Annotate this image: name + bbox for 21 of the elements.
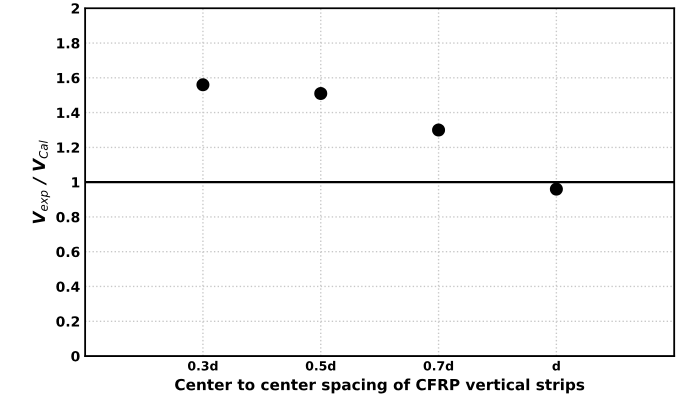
y-tick-label: 1.4 (57, 108, 80, 118)
y-tick-label: 0.8 (56, 212, 80, 222)
y-axis-title: V$_{exp}$ / V$_{Cal}$ (32, 140, 50, 224)
y-tick-label: 1.2 (57, 142, 80, 153)
x-tick-label: 0.3d (188, 360, 218, 371)
point (550, 182, 563, 196)
point (314, 86, 328, 100)
y-tick-label: 0.4 (56, 281, 80, 292)
x-tick-label: 0.7d (424, 360, 454, 371)
x-tick-label: d (552, 360, 560, 371)
y-tick-label: 0.2 (56, 316, 80, 327)
y-tick-label: 1 (72, 177, 80, 188)
y-tick-label: 1.6 (57, 72, 80, 84)
point (196, 78, 210, 92)
y-tick-label: 1.8 (57, 38, 80, 49)
point (432, 123, 446, 136)
y-tick-label: 0.6 (56, 246, 80, 258)
x-axis-title: Center to center spacing of CFRP vertical strips (175, 378, 584, 394)
x-tick-label: 0.5d (306, 360, 336, 371)
y-tick-label: 0 (71, 351, 80, 362)
y-tick-label: 2 (72, 3, 80, 14)
